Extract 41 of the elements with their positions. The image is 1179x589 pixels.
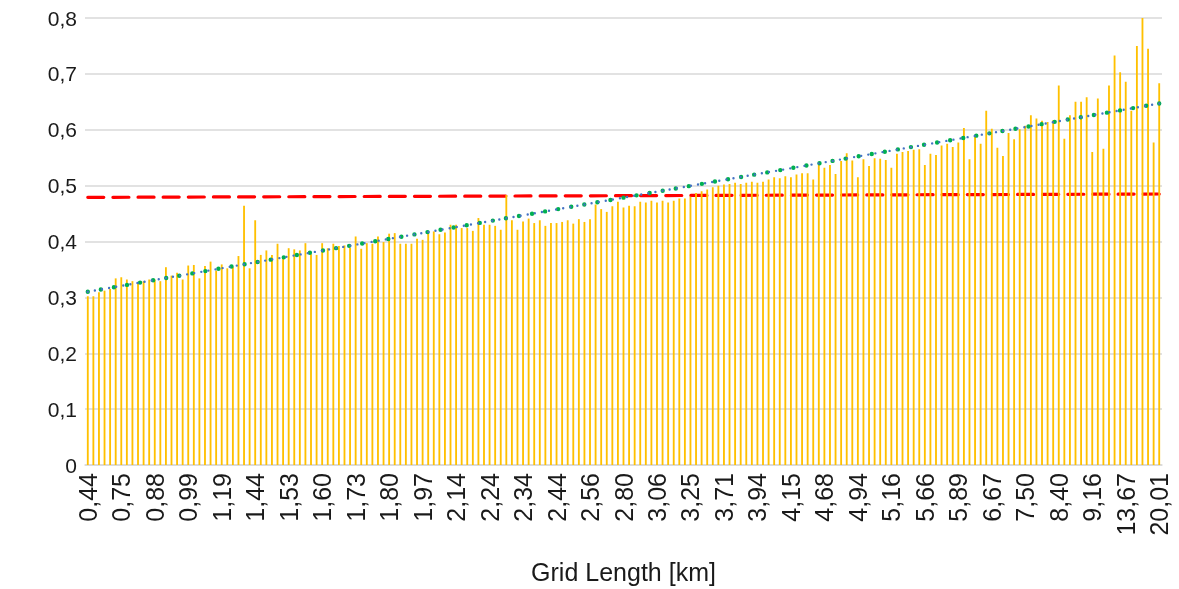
x-tick-label: 1,73	[341, 473, 370, 522]
x-tick-label: 1,80	[375, 473, 404, 522]
x-tick-label: 6,67	[977, 473, 1006, 522]
y-tick-label: 0,1	[47, 397, 77, 421]
x-tick-label: 1,53	[274, 473, 303, 522]
y-tick-label: 0,2	[47, 341, 77, 365]
x-tick-label: 4,94	[843, 472, 872, 522]
x-tick-label: 4,15	[776, 473, 805, 522]
x-tick-label: 3,71	[709, 473, 738, 522]
x-tick-label: 5,66	[910, 473, 939, 522]
y-tick-label: 0,6	[47, 118, 77, 142]
x-tick-label: 0,99	[174, 473, 203, 522]
x-tick-label: 2,56	[576, 473, 605, 522]
y-tick-label: 0,3	[47, 285, 77, 309]
x-tick-label: 1,44	[241, 472, 270, 522]
x-tick-label: 3,06	[642, 473, 671, 522]
x-tick-label: 2,44	[542, 472, 571, 522]
x-tick-label: 9,16	[1078, 473, 1107, 522]
x-tick-label: 2,14	[442, 472, 471, 522]
x-tick-label: 1,97	[408, 473, 437, 522]
x-tick-label: 1,19	[207, 473, 236, 522]
x-tick-label: 5,16	[877, 473, 906, 522]
y-tick-label: 0,8	[47, 6, 77, 30]
x-tick-label: 0,88	[140, 473, 169, 522]
x-tick-label: 2,24	[475, 472, 504, 522]
x-tick-label: 20,01	[1145, 473, 1174, 536]
x-tick-label: 2,34	[509, 472, 538, 522]
x-tick-label: 0,75	[107, 473, 136, 522]
x-tick-label: 3,94	[743, 472, 772, 522]
y-tick-label: 0,4	[47, 230, 78, 253]
x-axis-title: Grid Length [km]	[531, 557, 716, 586]
x-tick-label: 3,25	[676, 473, 705, 522]
x-tick-label: 7,50	[1011, 473, 1040, 522]
y-tick-label: 0,5	[47, 174, 77, 198]
x-tick-label: 1,60	[308, 473, 337, 522]
x-tick-label: 4,68	[810, 473, 839, 522]
x-tick-label: 8,40	[1044, 473, 1073, 522]
x-tick-label: 13,67	[1111, 473, 1140, 536]
x-tick-label: 5,89	[944, 473, 973, 522]
x-tick-label: 2,80	[609, 473, 638, 522]
y-tick-label: 0,7	[47, 62, 77, 86]
